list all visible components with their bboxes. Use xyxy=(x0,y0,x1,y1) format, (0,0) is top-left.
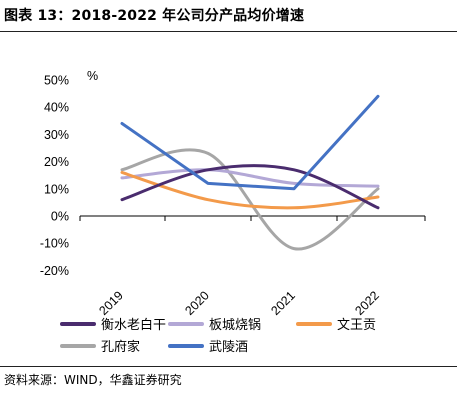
y-unit-label: % xyxy=(87,69,98,83)
y-tick-label: 50% xyxy=(44,74,69,88)
x-tick-label: 2019 xyxy=(96,288,126,318)
series-line xyxy=(120,164,380,210)
y-tick-label: 0% xyxy=(51,210,69,224)
x-tick-label: 2022 xyxy=(352,288,382,318)
y-axis: 50% 40% 30% 20% 10% 0% -10% -20%% xyxy=(40,69,98,278)
series-line xyxy=(120,168,380,188)
series-lines xyxy=(120,94,380,251)
legend-label: 板城烧锅 xyxy=(209,317,261,333)
title-divider xyxy=(0,31,457,32)
x-tick-label: 2020 xyxy=(182,288,212,318)
legend-label: 孔府家 xyxy=(101,339,140,355)
source-note: 资料来源：WIND，华鑫证券研究 xyxy=(4,373,182,387)
y-tick-label: -20% xyxy=(40,264,69,278)
line-chart: 50%40%30%20%10%0%-10%-20%% 2019 2020 2021 2… xyxy=(40,69,426,355)
x-tick-label: 2021 xyxy=(268,288,298,318)
y-tick-label: -10% xyxy=(40,237,69,251)
legend-label: 文王贡 xyxy=(337,318,376,333)
y-tick-label: 40% xyxy=(44,101,69,115)
chart-title: 图表 13：2018-2022 年公司分产品均价增速 xyxy=(4,8,305,24)
series-line xyxy=(120,94,380,191)
y-tick-label: 20% xyxy=(44,155,69,169)
legend-label: 衡水老白干 xyxy=(101,317,166,333)
source-divider xyxy=(0,366,457,367)
legend-label: 武陵酒 xyxy=(209,340,248,355)
x-axis: 2019 2020 2021 2022 xyxy=(79,215,426,318)
y-tick-label: 10% xyxy=(44,182,69,196)
y-tick-label: 30% xyxy=(44,128,69,142)
